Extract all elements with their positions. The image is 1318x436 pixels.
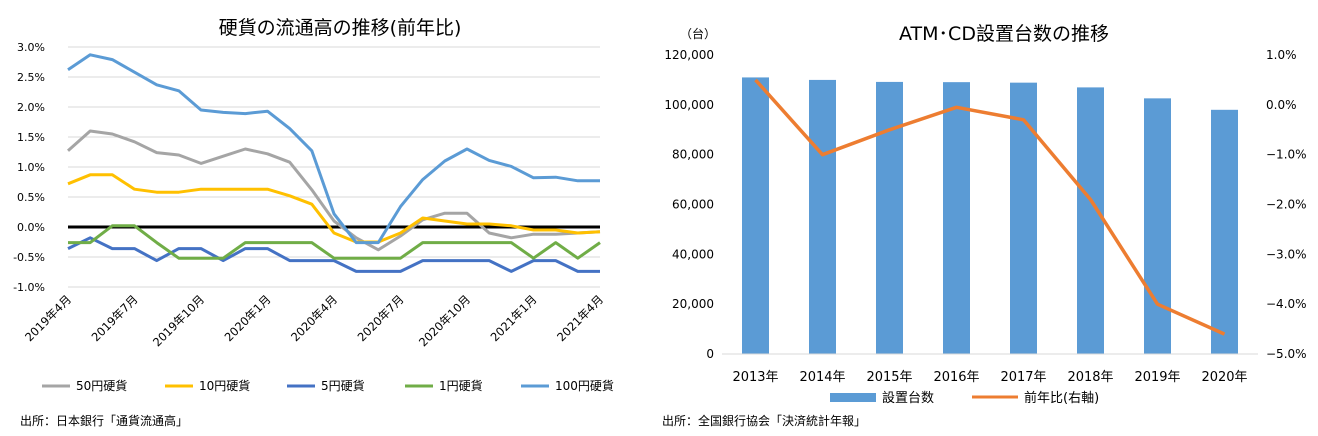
- chart2-legend-bar-swatch: [830, 393, 876, 402]
- chart1-y-tick: 3.0%: [17, 41, 45, 54]
- chart1-x-tick: 2021年1月: [488, 292, 540, 344]
- chart1-y-tick: -0.5%: [13, 251, 45, 264]
- chart1-x-tick: 2020年1月: [222, 292, 274, 344]
- chart2-source: 出所：全国銀行協会「決済統計年報」: [662, 414, 867, 428]
- chart2-right-tick: −2.0%: [1266, 198, 1307, 212]
- chart1-y-tick: 2.0%: [17, 101, 45, 114]
- chart2-x-tick: 2020年: [1201, 370, 1247, 385]
- chart2-x-axis: 2013年 2014年 2015年 2016年 2017年 2018年 2019年 2020年: [732, 370, 1247, 385]
- chart1-series-line: [67, 236, 600, 273]
- chart1-x-tick: 2019年10月: [150, 292, 207, 349]
- chart1-legend-label: 100円硬貨: [555, 378, 614, 393]
- chart1-y-tick: 0.0%: [17, 221, 45, 234]
- chart2-bar: [1211, 109, 1238, 354]
- chart2-x-tick: 2019年: [1134, 370, 1180, 385]
- chart2-bars: [722, 77, 1258, 355]
- chart2-left-tick: 100,000: [664, 98, 714, 112]
- chart2-right-tick: −4.0%: [1266, 297, 1307, 311]
- chart2-right-tick: −1.0%: [1266, 148, 1307, 162]
- chart2-bar: [1010, 82, 1037, 354]
- chart2-right-axis: 1.0% 0.0% −1.0% −2.0% −3.0% −4.0% −5.0%: [1266, 48, 1307, 361]
- atm-count-chart: ATM･CD設置台数の推移 （台） 120,000 100,000 80,000 60…: [664, 23, 1307, 406]
- chart1-legend-label: 10円硬貨: [199, 378, 250, 393]
- chart2-left-tick: 20,000: [672, 297, 714, 311]
- chart2-left-tick: 40,000: [672, 247, 714, 261]
- chart2-left-tick: 120,000: [664, 48, 714, 62]
- chart2-yoy-line: [754, 78, 1226, 336]
- chart1-x-tick: 2019年7月: [89, 292, 141, 344]
- chart2-bar: [742, 77, 769, 355]
- chart2-x-tick: 2014年: [799, 370, 845, 385]
- chart2-x-tick: 2016年: [933, 370, 979, 385]
- chart1-legend: 50円硬貨 10円硬貨 5円硬貨 1円硬貨 100円硬貨: [42, 378, 614, 393]
- chart1-series-line: [67, 129, 601, 252]
- chart2-left-axis-unit: （台）: [680, 26, 716, 41]
- chart1-y-tick: -1.0%: [13, 281, 45, 294]
- chart2-right-tick: −5.0%: [1266, 347, 1307, 361]
- chart2-legend-line-label: 前年比(右軸): [1024, 390, 1099, 406]
- chart2-line: [754, 78, 1226, 336]
- chart1-x-tick: 2020年10月: [416, 292, 473, 349]
- chart1-x-axis: 2019年4月 2019年7月 2019年10月 2020年1月 2020年4月 2020…: [22, 292, 606, 349]
- chart1-gridlines: [68, 46, 600, 288]
- chart2-left-axis: 120,000 100,000 80,000 60,000 40,000 20,000 0: [664, 48, 714, 361]
- chart2-bar: [876, 81, 903, 354]
- chart2-x-tick: 2013年: [732, 370, 778, 385]
- chart2-bar: [1077, 87, 1104, 355]
- chart1-title: 硬貨の流通高の推移(前年比): [219, 17, 462, 39]
- chart2-x-tick: 2015年: [866, 370, 912, 385]
- chart2-bar: [1144, 98, 1171, 354]
- chart2-right-tick: 0.0%: [1266, 98, 1297, 112]
- chart1-y-tick: 1.5%: [17, 131, 45, 144]
- chart1-x-tick: 2019年4月: [22, 292, 74, 344]
- chart1-series-line: [68, 224, 601, 260]
- chart1-plot-area: [67, 53, 601, 273]
- chart2-left-tick: 80,000: [672, 148, 714, 162]
- chart1-legend-label: 50円硬貨: [76, 378, 127, 393]
- chart1-y-tick: 1.0%: [17, 161, 45, 174]
- chart2-legend-bar-label: 設置台数: [882, 390, 934, 406]
- chart2-right-tick: 1.0%: [1266, 48, 1297, 62]
- chart2-bar: [943, 82, 970, 354]
- chart2-x-tick: 2018年: [1067, 370, 1113, 385]
- chart1-y-axis: 3.0% 2.5% 2.0% 1.5% 1.0% 0.5% 0.0% -0.5% -1.0%: [13, 41, 45, 294]
- chart1-y-tick: 2.5%: [17, 71, 45, 84]
- chart2-legend: 設置台数 前年比(右軸): [830, 390, 1099, 406]
- chart1-x-tick: 2020年7月: [355, 292, 407, 344]
- chart1-source: 出所：日本銀行「通貨流通高」: [20, 414, 189, 428]
- chart1-legend-label: 1円硬貨: [439, 378, 483, 393]
- chart1-x-tick: 2020年4月: [288, 292, 340, 344]
- chart1-series-line: [67, 173, 601, 244]
- chart2-left-tick: 0: [706, 347, 714, 361]
- chart2-right-tick: −3.0%: [1266, 247, 1307, 261]
- chart1-series-line: [67, 53, 600, 245]
- chart1-legend-label: 5円硬貨: [321, 378, 365, 393]
- coin-circulation-chart: 硬貨の流通高の推移(前年比) 3.0% 2.5% 2.0% 1.5% 1.0% 0.5% 0…: [13, 17, 614, 393]
- chart2-bar: [809, 79, 836, 355]
- chart2-left-tick: 60,000: [672, 198, 714, 212]
- chart2-x-tick: 2017年: [1000, 370, 1046, 385]
- chart2-title: ATM･CD設置台数の推移: [899, 23, 1109, 45]
- chart1-y-tick: 0.5%: [17, 191, 45, 204]
- chart1-x-tick: 2021年4月: [554, 292, 606, 344]
